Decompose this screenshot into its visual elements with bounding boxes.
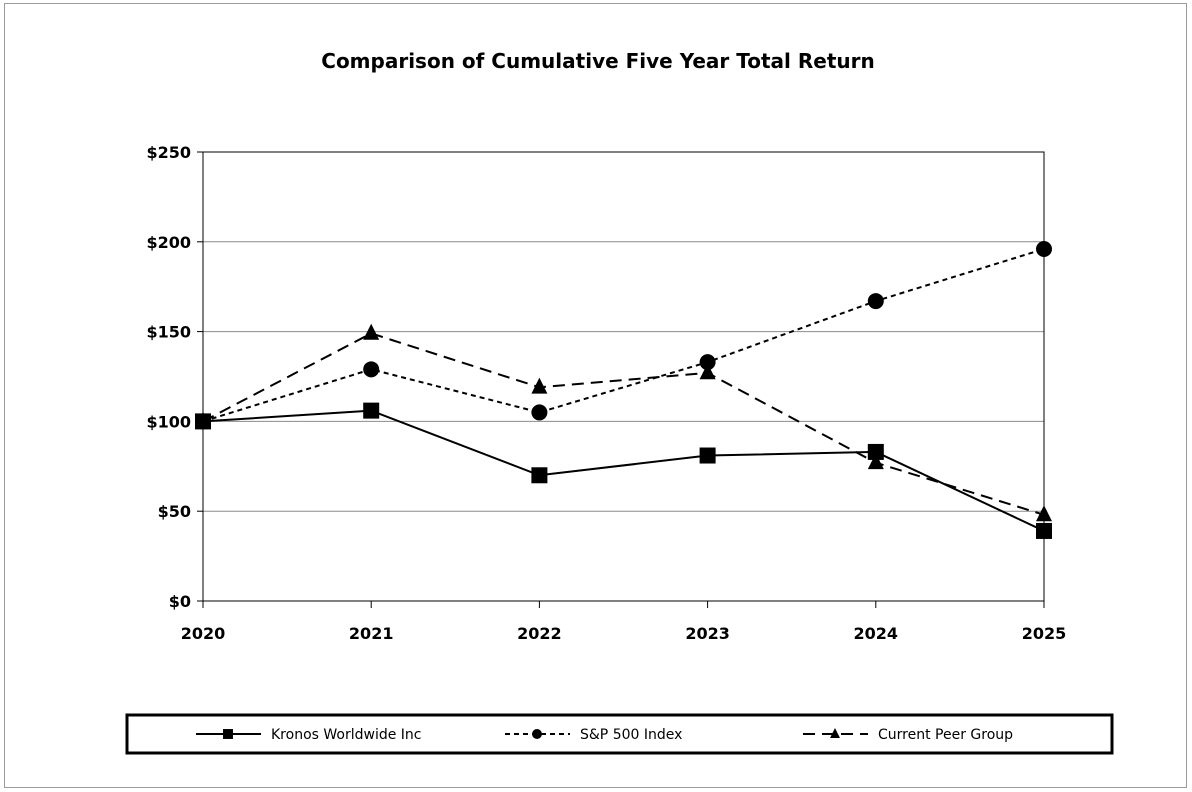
legend-label: Kronos Worldwide Inc [271, 727, 422, 743]
legend-marker [532, 729, 542, 739]
data-point [867, 443, 884, 460]
series-group [195, 240, 1052, 539]
legend-label: S&P 500 Index [580, 727, 682, 743]
y-tick-label: $250 [146, 143, 191, 162]
legend-entry: Kronos Worldwide Inc [196, 727, 422, 743]
data-point [867, 453, 884, 470]
data-point [531, 467, 548, 484]
legend-entry: S&P 500 Index [505, 727, 682, 743]
plot-area-border [202, 151, 1045, 602]
data-point [195, 411, 211, 428]
x-tick-label: 2024 [854, 624, 899, 643]
series-line [202, 248, 1045, 423]
data-point [363, 323, 380, 340]
y-axis: $0 $50 $100 $150 $200 $250 [146, 143, 203, 611]
series-circle [195, 240, 1052, 430]
data-point [363, 361, 380, 378]
series-line [202, 332, 1045, 516]
gridlines [203, 241, 1044, 512]
legend-box [125, 713, 1114, 755]
series-triangle [195, 323, 1052, 522]
series-square [195, 402, 1052, 539]
data-point [1036, 522, 1052, 539]
data-point [699, 363, 716, 380]
chart-title: Comparison of Cumulative Five Year Total… [321, 49, 874, 73]
y-tick-label: $100 [146, 412, 191, 431]
x-tick-label: 2021 [349, 624, 394, 643]
y-tick-label: $200 [146, 233, 191, 252]
data-point [699, 447, 716, 464]
legend: Kronos Worldwide Inc S&P 500 Index Current… [125, 713, 1114, 755]
data-point [531, 377, 548, 394]
series-line [202, 409, 1045, 532]
x-tick-label: 2022 [517, 624, 562, 643]
legend-marker [223, 729, 233, 739]
x-tick-label: 2025 [1022, 624, 1067, 643]
legend-marker [830, 728, 840, 738]
data-point [699, 354, 716, 371]
x-tick-label: 2023 [685, 624, 730, 643]
x-axis: 2020 2021 2022 2023 2024 2025 [181, 601, 1067, 643]
data-point [1036, 240, 1052, 257]
data-point [867, 293, 884, 310]
x-tick-label: 2020 [181, 624, 226, 643]
legend-label: Current Peer Group [878, 727, 1013, 743]
y-tick-label: $150 [146, 323, 191, 342]
y-tick-label: $0 [169, 592, 191, 611]
legend-entry: Current Peer Group [803, 727, 1013, 743]
data-point [1036, 505, 1052, 522]
data-point [531, 404, 548, 421]
y-tick-label: $50 [158, 502, 191, 521]
data-point [363, 402, 380, 419]
